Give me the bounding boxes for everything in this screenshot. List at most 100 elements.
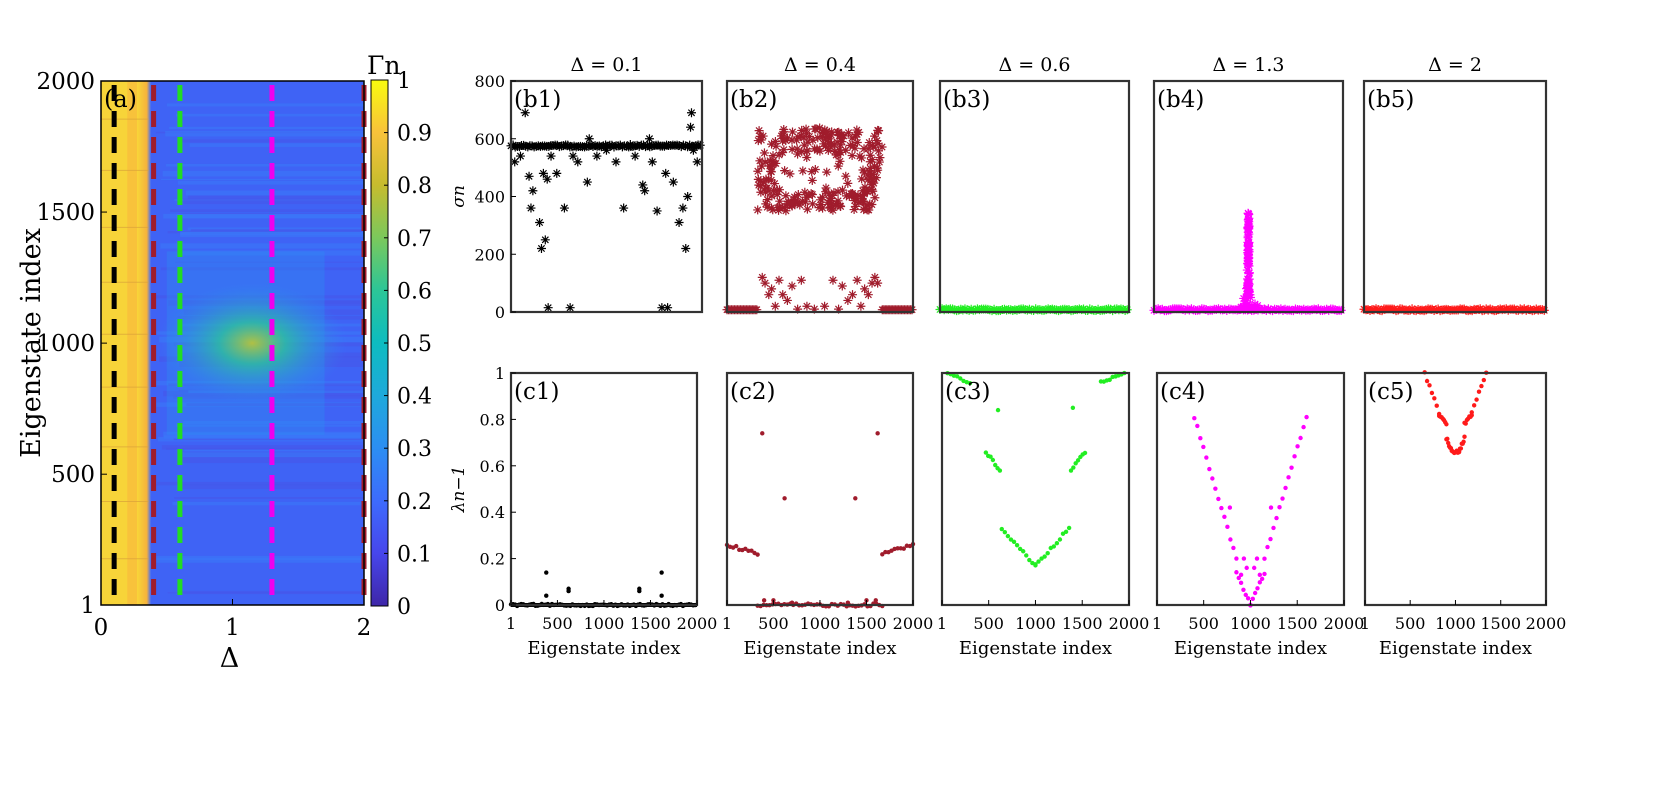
data-point <box>1244 253 1254 263</box>
heatmap-band <box>167 592 364 594</box>
heatmap-band <box>183 421 364 425</box>
heatmap-band <box>173 438 364 441</box>
data-point <box>1427 383 1432 388</box>
data-point <box>841 145 851 155</box>
y-axis-label: σn <box>449 185 469 208</box>
data-point <box>810 124 820 134</box>
axes-frame <box>940 371 1131 607</box>
data-point <box>756 181 766 191</box>
data-point <box>787 281 797 291</box>
data-point <box>775 185 785 195</box>
x-tick-label: 2000 <box>893 614 934 633</box>
data-point <box>536 243 546 253</box>
data-point <box>782 133 792 143</box>
data-point <box>568 151 578 161</box>
data-point <box>754 180 764 190</box>
data-point <box>764 174 774 184</box>
data-point <box>1474 397 1479 402</box>
data-point <box>850 132 860 142</box>
data-point <box>544 570 549 575</box>
data-point <box>780 166 790 176</box>
data-point <box>792 144 802 154</box>
data-point <box>1042 554 1047 559</box>
data-point <box>1045 550 1050 556</box>
data-point <box>841 191 851 201</box>
y-axis-label: Eigenstate index <box>16 228 47 458</box>
data-point <box>868 186 878 196</box>
data-point <box>808 135 818 145</box>
x-axis-label: Eigenstate index <box>1174 638 1327 659</box>
heatmap-band <box>161 445 364 450</box>
data-point <box>770 179 780 189</box>
panel-label: (b2) <box>730 87 777 113</box>
data-point <box>683 192 693 201</box>
data-point <box>1222 514 1227 519</box>
data-point <box>848 290 858 300</box>
data-point <box>870 193 880 203</box>
data-point <box>766 166 776 176</box>
x-tick-label: 500 <box>758 614 789 633</box>
heatmap-edge <box>136 81 151 605</box>
data-point <box>860 182 870 192</box>
data-point <box>815 123 825 133</box>
data-point <box>868 169 878 179</box>
x-tick-label: 0 <box>94 615 109 641</box>
data-point <box>1429 390 1435 396</box>
data-point <box>799 140 809 150</box>
data-point <box>778 136 788 146</box>
data-point <box>810 164 820 174</box>
data-point <box>768 151 778 161</box>
panel-title: Δ = 1.3 <box>1213 54 1285 76</box>
data-point <box>1259 304 1269 314</box>
axes-frame <box>725 371 915 607</box>
data-point <box>807 175 817 185</box>
data-point <box>793 190 803 200</box>
x-axis-label: Eigenstate index <box>527 638 680 659</box>
data-point <box>831 200 841 210</box>
panel-label: (b3) <box>943 87 990 113</box>
data-point <box>788 127 798 137</box>
data-point <box>797 125 807 135</box>
data-point <box>759 148 769 158</box>
data-point <box>1238 572 1244 578</box>
x-tick-label: 1 <box>225 615 240 641</box>
data-point <box>868 142 878 152</box>
data-point <box>831 150 841 160</box>
data-point <box>793 149 803 159</box>
data-point <box>1262 571 1267 577</box>
data-point <box>1462 434 1467 439</box>
data-point <box>958 376 963 381</box>
data-point <box>817 132 827 142</box>
data-point <box>1241 587 1246 592</box>
data-point <box>826 139 836 149</box>
data-point <box>1070 405 1076 410</box>
data-point <box>774 150 784 160</box>
x-tick-label: 2000 <box>1526 614 1567 633</box>
data-point <box>773 203 783 213</box>
panel-label: (c4) <box>1160 379 1205 405</box>
heatmap-band <box>169 126 364 130</box>
data-point <box>877 142 887 152</box>
data-point <box>967 381 973 386</box>
data-point <box>856 301 866 311</box>
data-point <box>1242 265 1252 275</box>
data-point <box>843 295 853 305</box>
data-point <box>767 191 777 201</box>
data-point <box>753 174 763 184</box>
y-tick-label: 0.6 <box>480 457 505 476</box>
data-point <box>552 168 562 178</box>
data-point <box>1033 562 1038 567</box>
data-point <box>1216 496 1221 502</box>
data-point <box>1017 546 1023 552</box>
data-point <box>1292 454 1297 459</box>
data-point <box>787 135 797 145</box>
colorbar-tick-label: 1 <box>397 69 411 94</box>
data-point <box>755 552 760 557</box>
heatmap-band <box>185 190 364 196</box>
data-point <box>778 290 788 300</box>
data-point <box>1198 435 1203 441</box>
data-point <box>853 496 858 501</box>
data-point <box>764 290 774 300</box>
